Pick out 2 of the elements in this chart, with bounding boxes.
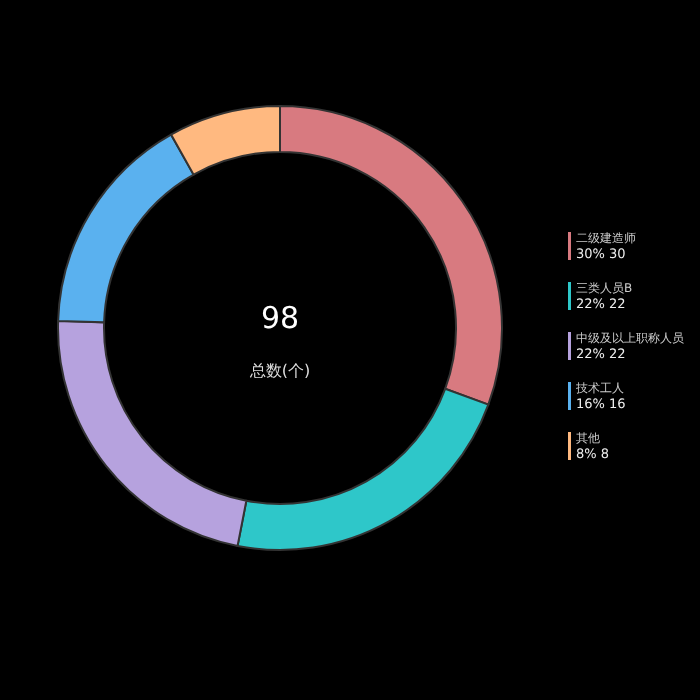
text: 总数(个) (247, 362, 311, 380)
text: 98 (260, 300, 300, 336)
